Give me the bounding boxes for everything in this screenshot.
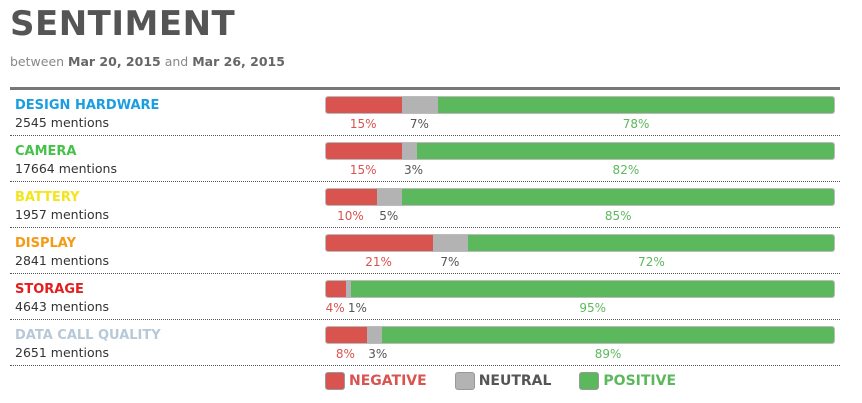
header-divider (10, 87, 840, 90)
row-mentions-count: 4643 mentions (15, 299, 110, 314)
data-label-neutral: 7% (440, 255, 460, 269)
bar-segment-positive (351, 281, 834, 297)
chart-legend: NEGATIVE NEUTRAL POSITIVE (325, 372, 704, 390)
row-category-label: DESIGN HARDWARE (15, 98, 160, 113)
bar-segment-neutral (366, 327, 382, 343)
data-label-neutral: 3% (403, 163, 424, 177)
stacked-bar (325, 142, 835, 160)
legend-label: NEUTRAL (478, 373, 552, 389)
row-mentions-count: 2545 mentions (15, 115, 110, 130)
data-label-positive: 82% (612, 163, 640, 177)
data-label-negative: 21% (365, 255, 392, 269)
data-label-negative: 8% (335, 347, 355, 361)
data-label-negative: 4% (325, 301, 345, 315)
sentiment-chart: DESIGN HARDWARE 2545 mentions 15% 7% 78% CAME… (10, 90, 840, 366)
bar-segment-negative (326, 281, 347, 297)
row-mentions-count: 2651 mentions (15, 345, 110, 360)
data-label-positive: 85% (604, 209, 632, 223)
bar-segment-positive (417, 143, 834, 159)
data-label-neutral: 3% (368, 347, 388, 361)
page-title: SENTIMENT (10, 4, 236, 44)
bar-segment-positive (381, 327, 834, 343)
bar-segment-neutral (432, 235, 469, 251)
data-label-neutral: 5% (379, 209, 399, 223)
stacked-bar (325, 234, 835, 252)
row-category-label: DATA CALL QUALITY (15, 328, 161, 343)
sentiment-row: DESIGN HARDWARE 2545 mentions 15% 7% 78% (10, 90, 840, 136)
and-label: and (164, 54, 189, 69)
bar-segment-negative (326, 235, 433, 251)
legend-swatch (454, 372, 475, 390)
legend-swatch (325, 372, 345, 390)
sentiment-row: DATA CALL QUALITY 2651 mentions 8% 3% 89% (10, 320, 840, 366)
data-label-neutral: 1% (347, 301, 367, 315)
date-range: between Mar 20, 2015 and Mar 26, 2015 (10, 54, 285, 69)
end-date: Mar 26, 2015 (192, 54, 285, 69)
stacked-bar (325, 188, 835, 206)
row-category-label: CAMERA (15, 144, 77, 159)
between-label: between (10, 54, 65, 69)
bar-segment-neutral (402, 143, 418, 159)
legend-item-positive: POSITIVE (579, 372, 676, 390)
bar-segment-positive (468, 235, 834, 251)
bar-segment-positive (402, 189, 834, 205)
data-label-positive: 95% (579, 301, 607, 315)
legend-item-neutral: NEUTRAL (454, 372, 552, 390)
data-label-neutral: 7% (409, 117, 429, 131)
legend-label: POSITIVE (603, 373, 677, 389)
bar-segment-neutral (402, 97, 438, 113)
bar-segment-neutral (346, 281, 352, 297)
data-label-negative: 15% (349, 163, 377, 177)
row-mentions-count: 17664 mentions (15, 161, 117, 176)
data-label-negative: 10% (337, 209, 364, 223)
sentiment-row: BATTERY 1957 mentions 10% 5% 85% (10, 182, 840, 228)
data-label-positive: 89% (594, 347, 622, 361)
bar-segment-negative (326, 327, 367, 343)
data-label-positive: 72% (638, 255, 665, 269)
data-label-negative: 15% (349, 117, 377, 131)
stacked-bar (325, 326, 835, 344)
row-category-label: STORAGE (15, 282, 84, 297)
legend-swatch (579, 372, 600, 390)
bar-segment-neutral (376, 189, 403, 205)
row-mentions-count: 2841 mentions (15, 253, 110, 268)
bar-segment-negative (326, 143, 403, 159)
data-label-positive: 78% (622, 117, 650, 131)
stacked-bar (325, 280, 835, 298)
start-date: Mar 20, 2015 (68, 54, 161, 69)
sentiment-row: STORAGE 4643 mentions 4% 1% 95% (10, 274, 840, 320)
bar-segment-positive (437, 97, 834, 113)
bar-segment-negative (326, 189, 377, 205)
sentiment-row: CAMERA 17664 mentions 15% 3% 82% (10, 136, 840, 182)
row-category-label: BATTERY (15, 190, 80, 205)
row-mentions-count: 1957 mentions (15, 207, 110, 222)
legend-item-negative: NEGATIVE (325, 372, 427, 390)
bar-segment-negative (326, 97, 403, 113)
stacked-bar (325, 96, 835, 114)
legend-label: NEGATIVE (349, 373, 427, 389)
row-category-label: DISPLAY (15, 236, 77, 251)
sentiment-row: DISPLAY 2841 mentions 21% 7% 72% (10, 228, 840, 274)
